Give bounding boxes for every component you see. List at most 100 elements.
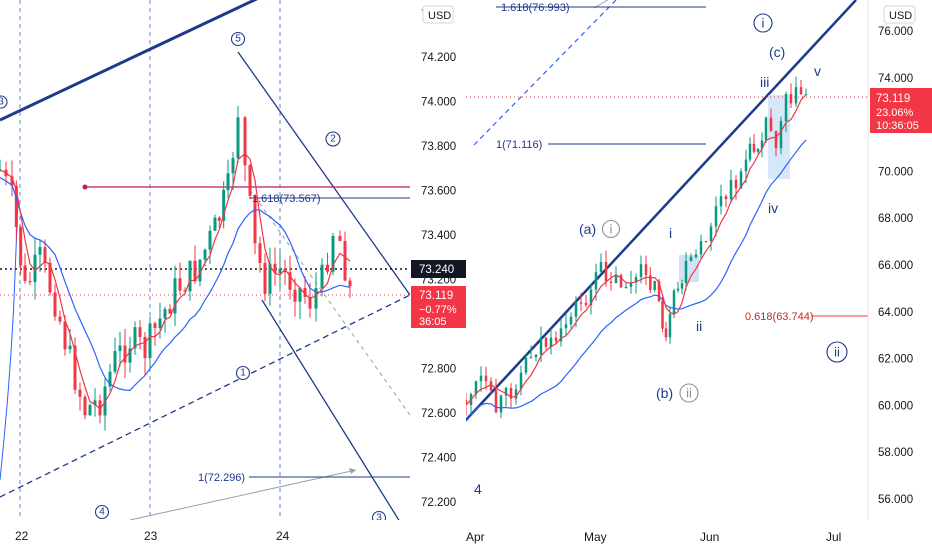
right-countdown-value: 10:36:05 (876, 120, 919, 132)
left-x-axis-bg[interactable] (0, 520, 410, 550)
right-candle (724, 194, 728, 208)
svg-text:USD: USD (889, 10, 912, 22)
left-candle (123, 328, 127, 379)
left-candle (326, 252, 329, 275)
right-y-tick-3: 70.000 (878, 166, 913, 178)
left-fib-1618-label: 1.618(73.567) (252, 193, 321, 205)
left-candle (178, 262, 182, 295)
right-y-tick-4: 68.000 (878, 213, 913, 225)
left-candle (303, 276, 307, 304)
right-candle (484, 366, 488, 390)
left-candle (278, 251, 282, 290)
right-x-tick-apr: Apr (466, 530, 485, 544)
left-y-tick-4: 73.400 (421, 230, 456, 242)
right-candle (709, 222, 713, 251)
right-candle (739, 168, 743, 189)
right-wave-label-iii: iii (760, 74, 769, 90)
left-candle (58, 310, 62, 325)
right-wave-circle-ii-b: ii (679, 383, 699, 403)
right-candle (599, 253, 603, 273)
left-candle (73, 337, 77, 394)
left-chart-svg[interactable]: 1.618(73.567) 1(72.296) 5 2 1 4 3 3 74.2… (0, 0, 466, 550)
right-candle (494, 378, 498, 414)
right-candles (466, 76, 808, 419)
left-candle (273, 247, 277, 286)
right-candle (794, 76, 798, 107)
right-candle (694, 249, 698, 259)
left-candle (128, 336, 132, 373)
right-wave-label-4: 4 (474, 481, 482, 497)
left-x-tick-24: 24 (276, 529, 290, 543)
right-candle (744, 149, 748, 184)
left-currency-badge[interactable]: USD (422, 5, 454, 24)
right-y-tick-9: 58.000 (878, 447, 913, 459)
right-wave-circle-i-top: i (753, 13, 773, 33)
right-candle (784, 91, 788, 133)
right-candle (569, 312, 573, 329)
left-wave-circle-4: 4 (94, 504, 110, 520)
left-candle (222, 181, 226, 229)
right-chart-svg[interactable]: 1.618(76.993) 1(71.116) 0.618(63.744) i … (466, 0, 932, 550)
left-candle (93, 388, 97, 417)
right-candle (529, 345, 533, 359)
left-x-tick-22: 22 (15, 529, 29, 543)
svg-text:i: i (762, 16, 765, 31)
right-chart-panel[interactable]: 1.618(76.993) 1(71.116) 0.618(63.744) i … (466, 0, 932, 550)
right-x-tick-jun: Jun (700, 530, 719, 544)
right-price-red-badge: 73.119 23.06% 10:36:05 (870, 88, 932, 133)
left-candle (108, 363, 112, 392)
left-y-axis-ticks: 74.20074.00073.80073.60073.40073.20073.0… (421, 9, 456, 509)
right-candle (689, 253, 693, 262)
right-y-tick-0: 76.000 (878, 26, 913, 38)
right-candle (544, 337, 548, 350)
right-candle (619, 273, 623, 289)
right-shaded-box-1 (679, 255, 699, 282)
left-candle (19, 225, 23, 275)
right-sma-line (466, 139, 807, 422)
svg-text:4: 4 (99, 507, 105, 518)
svg-text:73.240: 73.240 (419, 264, 454, 276)
right-candle (734, 175, 738, 200)
right-candle (549, 328, 553, 355)
right-currency-badge[interactable]: USD (883, 5, 916, 24)
right-wave-label-c: (c) (769, 44, 785, 60)
left-candle (213, 214, 217, 231)
right-change-value: 23.06% (876, 107, 914, 119)
left-wave-circle-1: 1 (235, 365, 251, 381)
right-x-axis-bg[interactable] (466, 522, 868, 550)
left-candle (298, 286, 302, 320)
left-candle (288, 255, 292, 300)
left-candle (258, 236, 262, 273)
left-candle (168, 304, 172, 314)
right-candle (779, 116, 783, 155)
right-candle (474, 380, 478, 399)
right-trendlines (466, 0, 857, 421)
left-y-tick-9: 72.400 (421, 453, 456, 465)
left-candles (0, 105, 352, 431)
left-change-value: −0.77% (419, 304, 457, 316)
right-candle (752, 134, 756, 154)
left-candle (78, 382, 82, 411)
right-candle (649, 266, 652, 293)
left-candle (253, 195, 257, 255)
right-candle (672, 288, 676, 319)
right-candle (489, 377, 493, 394)
left-candle (23, 253, 27, 284)
right-candle (519, 365, 523, 396)
right-ema-line (466, 94, 807, 406)
left-candle (217, 216, 221, 229)
left-candle (293, 278, 297, 317)
svg-text:USD: USD (428, 10, 451, 22)
left-candle (113, 337, 117, 375)
right-candle (760, 132, 764, 158)
right-wave-label-v: v (814, 63, 821, 79)
right-candle (644, 255, 648, 286)
left-candle (193, 245, 197, 284)
left-chart-panel[interactable]: 1.618(73.567) 1(72.296) 5 2 1 4 3 3 74.2… (0, 0, 466, 550)
left-candle (243, 115, 247, 182)
left-candle (88, 403, 92, 417)
left-wave-circle-3-edge: 3 (0, 95, 8, 109)
left-candle (148, 316, 152, 369)
right-fib-1-label: 1(71.116) (496, 139, 542, 151)
right-wave-label-iv: iv (768, 200, 778, 216)
